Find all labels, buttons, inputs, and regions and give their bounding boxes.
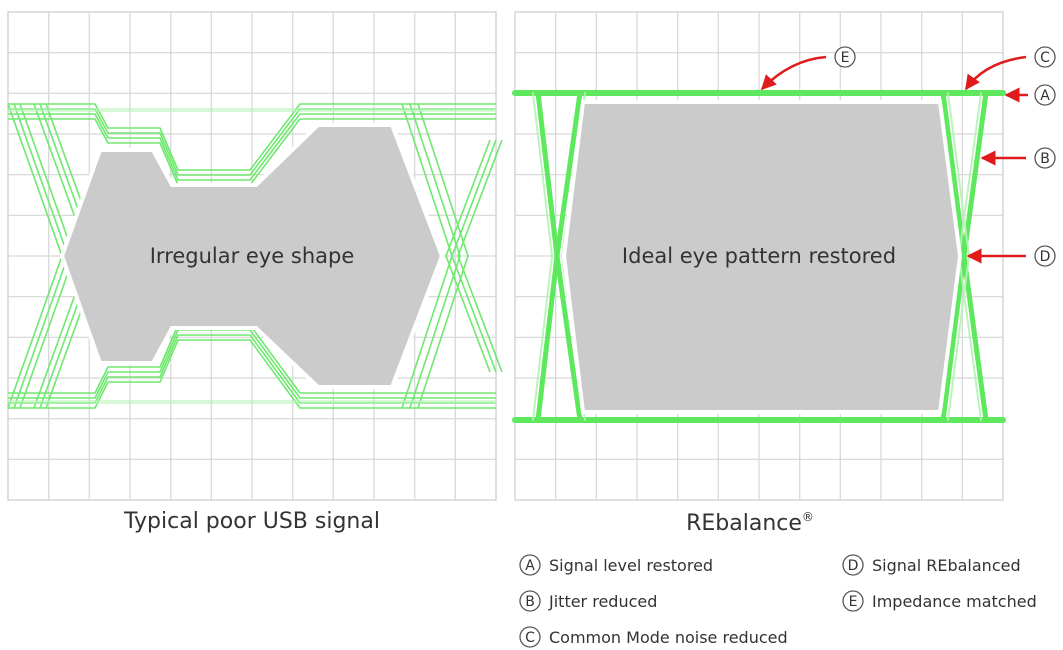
svg-text:B: B	[1040, 151, 1050, 167]
right-caption: REbalance®	[686, 510, 814, 536]
marker-a: A	[1034, 84, 1056, 106]
left-irregular-eye	[59, 123, 445, 389]
left-center-label: Irregular eye shape	[150, 244, 355, 268]
marker-c: C	[1034, 46, 1056, 68]
svg-text:D: D	[848, 558, 859, 574]
legend-item-d: D Signal REbalanced	[842, 554, 1021, 576]
svg-text:E: E	[841, 50, 850, 66]
left-caption: Typical poor USB signal	[123, 509, 380, 534]
right-signal-traces	[512, 90, 1006, 423]
legend-item-b: B Jitter reduced	[519, 590, 657, 612]
registered-mark: ®	[802, 510, 814, 524]
svg-text:D: D	[1040, 249, 1051, 265]
svg-text:C: C	[1040, 50, 1050, 66]
left-eye-panel	[7, 11, 503, 501]
right-center-label: Ideal eye pattern restored	[622, 244, 896, 268]
marker-d: D	[1034, 245, 1056, 267]
svg-text:A: A	[525, 558, 535, 574]
arrow-c	[964, 55, 1027, 91]
legend-item-c: C Common Mode noise reduced	[519, 626, 788, 648]
svg-text:B: B	[525, 594, 535, 610]
marker-e: E	[834, 46, 856, 68]
right-caption-text: REbalance	[686, 511, 802, 536]
svg-text:C: C	[525, 630, 535, 646]
annotation-markers: E C A B D	[834, 46, 1056, 267]
svg-text:E: E	[849, 594, 858, 610]
svg-text:Signal level restored: Signal level restored	[549, 556, 713, 575]
legend-item-a: A Signal level restored	[519, 554, 713, 576]
right-ideal-eye	[561, 100, 963, 414]
marker-b: B	[1034, 147, 1056, 169]
svg-text:Impedance matched: Impedance matched	[872, 592, 1037, 611]
svg-text:Jitter reduced: Jitter reduced	[548, 592, 657, 611]
legend: A Signal level restored B Jitter reduced…	[519, 554, 1037, 648]
arrow-e	[760, 55, 827, 91]
legend-item-e: E Impedance matched	[842, 590, 1037, 612]
left-signal-traces	[7, 103, 503, 409]
right-eye-panel: E C A B D	[512, 11, 1056, 501]
svg-text:Signal REbalanced: Signal REbalanced	[872, 556, 1021, 575]
svg-text:A: A	[1040, 88, 1050, 104]
svg-text:Common Mode noise reduced: Common Mode noise reduced	[549, 628, 788, 647]
annotation-arrows	[760, 55, 1028, 264]
